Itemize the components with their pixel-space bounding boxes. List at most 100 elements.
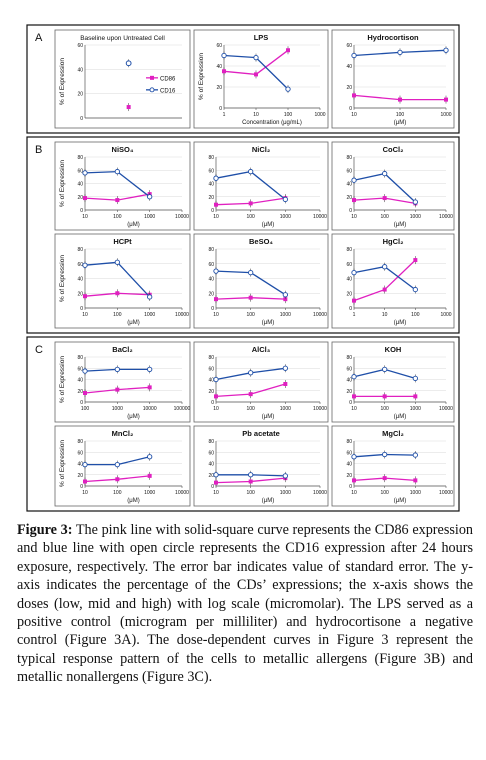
y-tick-label: 80: [346, 355, 352, 361]
panel-title: NiSO₄: [112, 145, 134, 154]
cd86-point: [214, 202, 218, 207]
cd16-point: [382, 170, 388, 177]
cd16-point: [221, 52, 227, 59]
y-tick-label: 60: [346, 262, 352, 268]
x-tick-label: 10000: [143, 406, 157, 412]
cd16-point: [351, 269, 357, 276]
section-letter: B: [35, 144, 42, 156]
cd16-point: [412, 452, 418, 458]
y-tick-label: 60: [208, 366, 214, 372]
y-tick-label: 80: [77, 355, 83, 361]
y-tick-label: 20: [346, 389, 352, 395]
legend-label: CD86: [160, 76, 176, 82]
panel-title: Pb acetate: [242, 429, 280, 438]
y-tick-label: 20: [77, 291, 83, 297]
y-tick-label: 60: [77, 43, 83, 49]
y-tick-label: 40: [208, 462, 214, 468]
x-axis-label: (μM): [394, 414, 406, 420]
panel-frame: [331, 341, 455, 423]
x-tick-label: 1000: [112, 406, 123, 412]
x-tick-label: 1000: [280, 214, 291, 220]
y-tick-label: 20: [208, 195, 214, 201]
y-tick-label: 40: [77, 378, 83, 384]
cd86-point: [115, 198, 120, 203]
caption-label: Figure 3:: [17, 522, 73, 538]
y-tick-label: 60: [208, 168, 214, 174]
cd86-point: [115, 477, 120, 482]
y-tick-label: 60: [77, 262, 83, 268]
x-tick-label: 100: [411, 312, 420, 318]
cd86-point: [413, 394, 418, 399]
y-tick-label: 0: [211, 484, 214, 490]
y-tick-label: 20: [77, 473, 83, 479]
x-axis-label: (μM): [262, 414, 274, 420]
legend-label: CD16: [160, 88, 176, 94]
panel-title: KOH: [385, 345, 402, 354]
cd16-point: [412, 375, 418, 382]
cd86-point: [83, 391, 87, 395]
cd86-point: [283, 297, 288, 302]
y-tick-label: 20: [346, 473, 352, 479]
cd86-point: [382, 196, 387, 201]
panel: LPS % of Expression 60 40 20 01 10 100 1000 Conce…: [193, 29, 329, 129]
y-tick-label: 40: [346, 378, 352, 384]
x-tick-label: 10: [351, 406, 357, 412]
y-tick-label: 0: [211, 306, 214, 312]
panel: HgCl₂ 80 60 40 20 01 10 100 1000 (μM): [331, 233, 455, 329]
cd86-point: [286, 48, 290, 53]
cd86-point: [126, 105, 131, 110]
y-tick-label: 60: [346, 450, 352, 456]
x-tick-label: 1000: [314, 112, 325, 118]
x-tick-label: 100: [246, 312, 255, 318]
cd86-point: [352, 93, 356, 98]
panel: MnCl₂ % of Expression 80 60 40 20 010 100 1000 10…: [54, 425, 191, 507]
y-tick-label: 0: [219, 106, 222, 112]
y-tick-label: 0: [349, 306, 352, 312]
y-tick-label: 80: [77, 247, 83, 253]
panel-title: Baseline upon Untreated Cell: [80, 35, 165, 42]
cd16-point: [282, 292, 288, 298]
x-tick-label: 100000: [174, 406, 191, 412]
x-tick-label: 10: [351, 112, 357, 118]
x-tick-label: 100: [246, 490, 255, 496]
panel: KOH 80 60 40 20 010 100 1000 10000 (μM): [331, 341, 455, 423]
panel-title: HCPt: [113, 237, 132, 246]
cd16-point: [351, 454, 357, 460]
cd86-point: [413, 258, 418, 263]
panel-title: BeSO₄: [249, 237, 273, 246]
x-tick-label: 10000: [439, 490, 453, 496]
y-tick-label: 0: [349, 106, 352, 112]
y-tick-label: 60: [346, 366, 352, 372]
x-axis-label: (μM): [262, 320, 274, 326]
x-tick-label: 10: [253, 112, 259, 118]
cd16-point: [147, 194, 153, 200]
y-tick-label: 80: [208, 439, 214, 445]
y-tick-label: 60: [208, 450, 214, 456]
x-tick-label: 1000: [440, 112, 451, 118]
y-tick-label: 20: [208, 291, 214, 297]
x-axis-label: (μM): [262, 222, 274, 228]
y-tick-label: 40: [346, 182, 352, 188]
cd86-point: [147, 385, 152, 390]
y-tick-label: 0: [80, 208, 83, 214]
x-axis-label: (μM): [394, 222, 406, 228]
panel-frame: [331, 425, 455, 507]
panel: Baseline upon Untreated Cell % of Express…: [54, 29, 191, 129]
x-tick-label: 10000: [313, 490, 327, 496]
x-tick-label: 1000: [280, 490, 291, 496]
y-tick-label: 0: [349, 400, 352, 406]
section-frame: [26, 136, 460, 334]
section-frame: [26, 24, 460, 134]
x-tick-label: 1000: [280, 406, 291, 412]
cd86-point: [83, 294, 87, 299]
panel-frame: [54, 425, 191, 507]
x-tick-label: 1000: [440, 312, 451, 318]
panel: Pb acetate 80 60 40 20 010 100 1000 10000 (μM): [193, 425, 329, 507]
x-axis-label: (μM): [127, 498, 139, 504]
cd16-point: [147, 294, 153, 300]
panel: NiCl₂ 80 60 40 20 010 100 1000 10000 (μM): [193, 141, 329, 231]
y-tick-label: 20: [208, 473, 214, 479]
x-tick-label: 10: [382, 312, 388, 318]
panel-title: MnCl₂: [112, 429, 134, 438]
y-tick-label: 60: [346, 168, 352, 174]
